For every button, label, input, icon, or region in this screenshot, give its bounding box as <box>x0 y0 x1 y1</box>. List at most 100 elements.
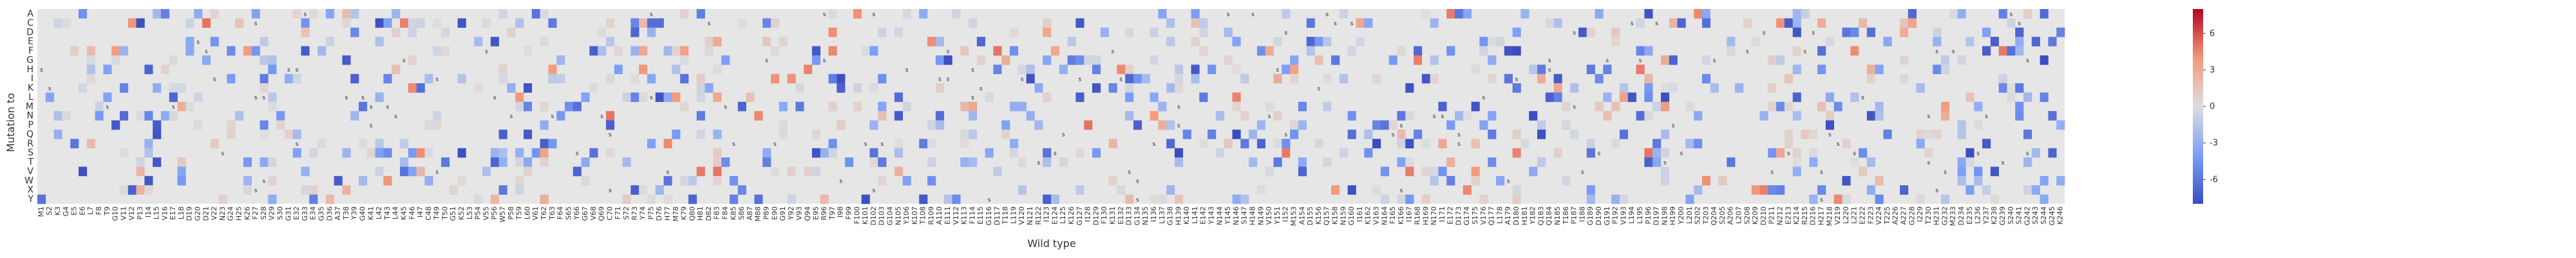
x-tick-label: E111 <box>943 206 952 224</box>
heatmap-cell <box>1430 55 1439 65</box>
x-tick-label: F71 <box>614 206 622 219</box>
heatmap-cell <box>828 148 837 158</box>
heatmap-cell <box>1619 92 1629 103</box>
heatmap-cell <box>1191 74 1200 84</box>
heatmap-cell <box>680 74 689 84</box>
significance-marker: s <box>435 76 439 83</box>
heatmap-cell <box>1578 27 1587 37</box>
heatmap-cell <box>804 166 813 177</box>
y-tick-label: T <box>27 157 33 168</box>
heatmap-cell <box>243 175 252 186</box>
heatmap-cell <box>1199 46 1208 56</box>
significance-marker: s <box>1062 132 1065 139</box>
heatmap-cell <box>169 111 178 121</box>
x-tick-label: N164 <box>1380 206 1388 225</box>
heatmap-cell <box>1990 37 1999 46</box>
heatmap-cell <box>1158 120 1167 130</box>
heatmap-cell <box>86 46 95 56</box>
heatmap-cell <box>1034 83 1043 93</box>
x-tick-label: I128 <box>1084 206 1092 222</box>
y-tick-label: I <box>31 74 33 84</box>
heatmap-cell <box>243 157 252 167</box>
heatmap-cell <box>515 101 524 112</box>
heatmap-cell <box>1900 55 1909 65</box>
x-tick-label: T43 <box>383 206 392 221</box>
x-tick-label: F8 <box>95 206 103 215</box>
heatmap-cell <box>762 37 772 46</box>
heatmap-cell <box>1586 194 1595 204</box>
heatmap-cell <box>1537 64 1546 74</box>
heatmap-cell <box>713 64 722 74</box>
x-tick-label: S244 <box>2040 206 2048 224</box>
heatmap-cell <box>1784 74 1794 84</box>
heatmap-cell <box>1644 148 1653 158</box>
significance-marker: s <box>493 95 497 101</box>
heatmap-cell <box>1974 120 1983 130</box>
heatmap-cell <box>375 18 384 28</box>
heatmap-cell <box>53 18 62 28</box>
x-axis-label: Wild type <box>1027 237 1075 250</box>
heatmap-cell <box>498 157 507 167</box>
x-tick-label: A87 <box>746 206 754 221</box>
heatmap-cell <box>853 83 862 93</box>
heatmap-cell <box>457 74 466 84</box>
heatmap-cell <box>524 101 533 112</box>
significance-marker: s <box>509 114 513 120</box>
heatmap-cell <box>1933 27 1942 37</box>
heatmap-cell <box>1751 37 1760 46</box>
heatmap-cell <box>696 166 705 177</box>
x-tick-label: L178 <box>1495 206 1504 224</box>
significance-marker: s <box>947 76 950 83</box>
heatmap-cell <box>1866 111 1875 121</box>
heatmap-cell <box>2007 83 2016 93</box>
heatmap-cell <box>672 46 681 56</box>
heatmap-cell <box>820 148 829 158</box>
x-tick-label: T97 <box>828 206 837 221</box>
significance-marker: s <box>1136 197 1139 203</box>
heatmap-cell <box>301 46 310 56</box>
heatmap-cell <box>1866 27 1875 37</box>
x-tick-label: S175 <box>1471 206 1479 224</box>
heatmap-cell <box>1430 166 1439 177</box>
heatmap-cell <box>1282 148 1291 158</box>
heatmap-cell <box>2023 185 2032 195</box>
heatmap-cell <box>515 18 524 28</box>
x-tick-label: A179 <box>1504 206 1512 225</box>
heatmap-cell <box>787 194 796 204</box>
heatmap-cell <box>1298 101 1307 112</box>
x-tick-label: E132 <box>1117 206 1125 224</box>
significance-marker: s <box>609 188 612 194</box>
heatmap-cell <box>1595 9 1604 19</box>
heatmap-cell <box>779 37 788 46</box>
heatmap-cell <box>342 185 351 195</box>
significance-marker: s <box>263 179 266 185</box>
x-tick-label: Q204 <box>1710 206 1718 226</box>
heatmap-cell <box>128 18 137 28</box>
heatmap-cell <box>1232 92 1241 103</box>
heatmap-cell <box>1900 185 1909 195</box>
x-tick-label: I188 <box>1578 206 1586 222</box>
heatmap-cell <box>177 101 186 112</box>
heatmap-cell <box>672 92 681 103</box>
heatmap-cell <box>1677 18 1686 28</box>
heatmap-cell <box>1043 194 1052 204</box>
x-tick-label: M233 <box>1949 206 1957 226</box>
x-tick-label: I14 <box>144 206 153 217</box>
significance-marker: s <box>1433 114 1436 120</box>
heatmap-cell <box>713 129 722 139</box>
heatmap-cell <box>622 92 631 103</box>
heatmap-cell <box>325 9 334 19</box>
x-tick-label: I47 <box>416 206 424 217</box>
heatmap-cell <box>1817 101 1826 112</box>
heatmap-cell <box>548 64 557 74</box>
x-tick-label: Q69 <box>598 206 606 221</box>
heatmap-cell <box>1323 157 1332 167</box>
heatmap-cell <box>2015 37 2024 46</box>
heatmap-cell <box>1043 157 1052 167</box>
heatmap-cell <box>1199 92 1208 103</box>
heatmap-cell <box>1735 83 1744 93</box>
significance-marker: s <box>1136 179 1139 185</box>
heatmap-cell <box>1026 111 1035 121</box>
heatmap-cell <box>540 9 549 19</box>
heatmap-cell <box>770 18 780 28</box>
